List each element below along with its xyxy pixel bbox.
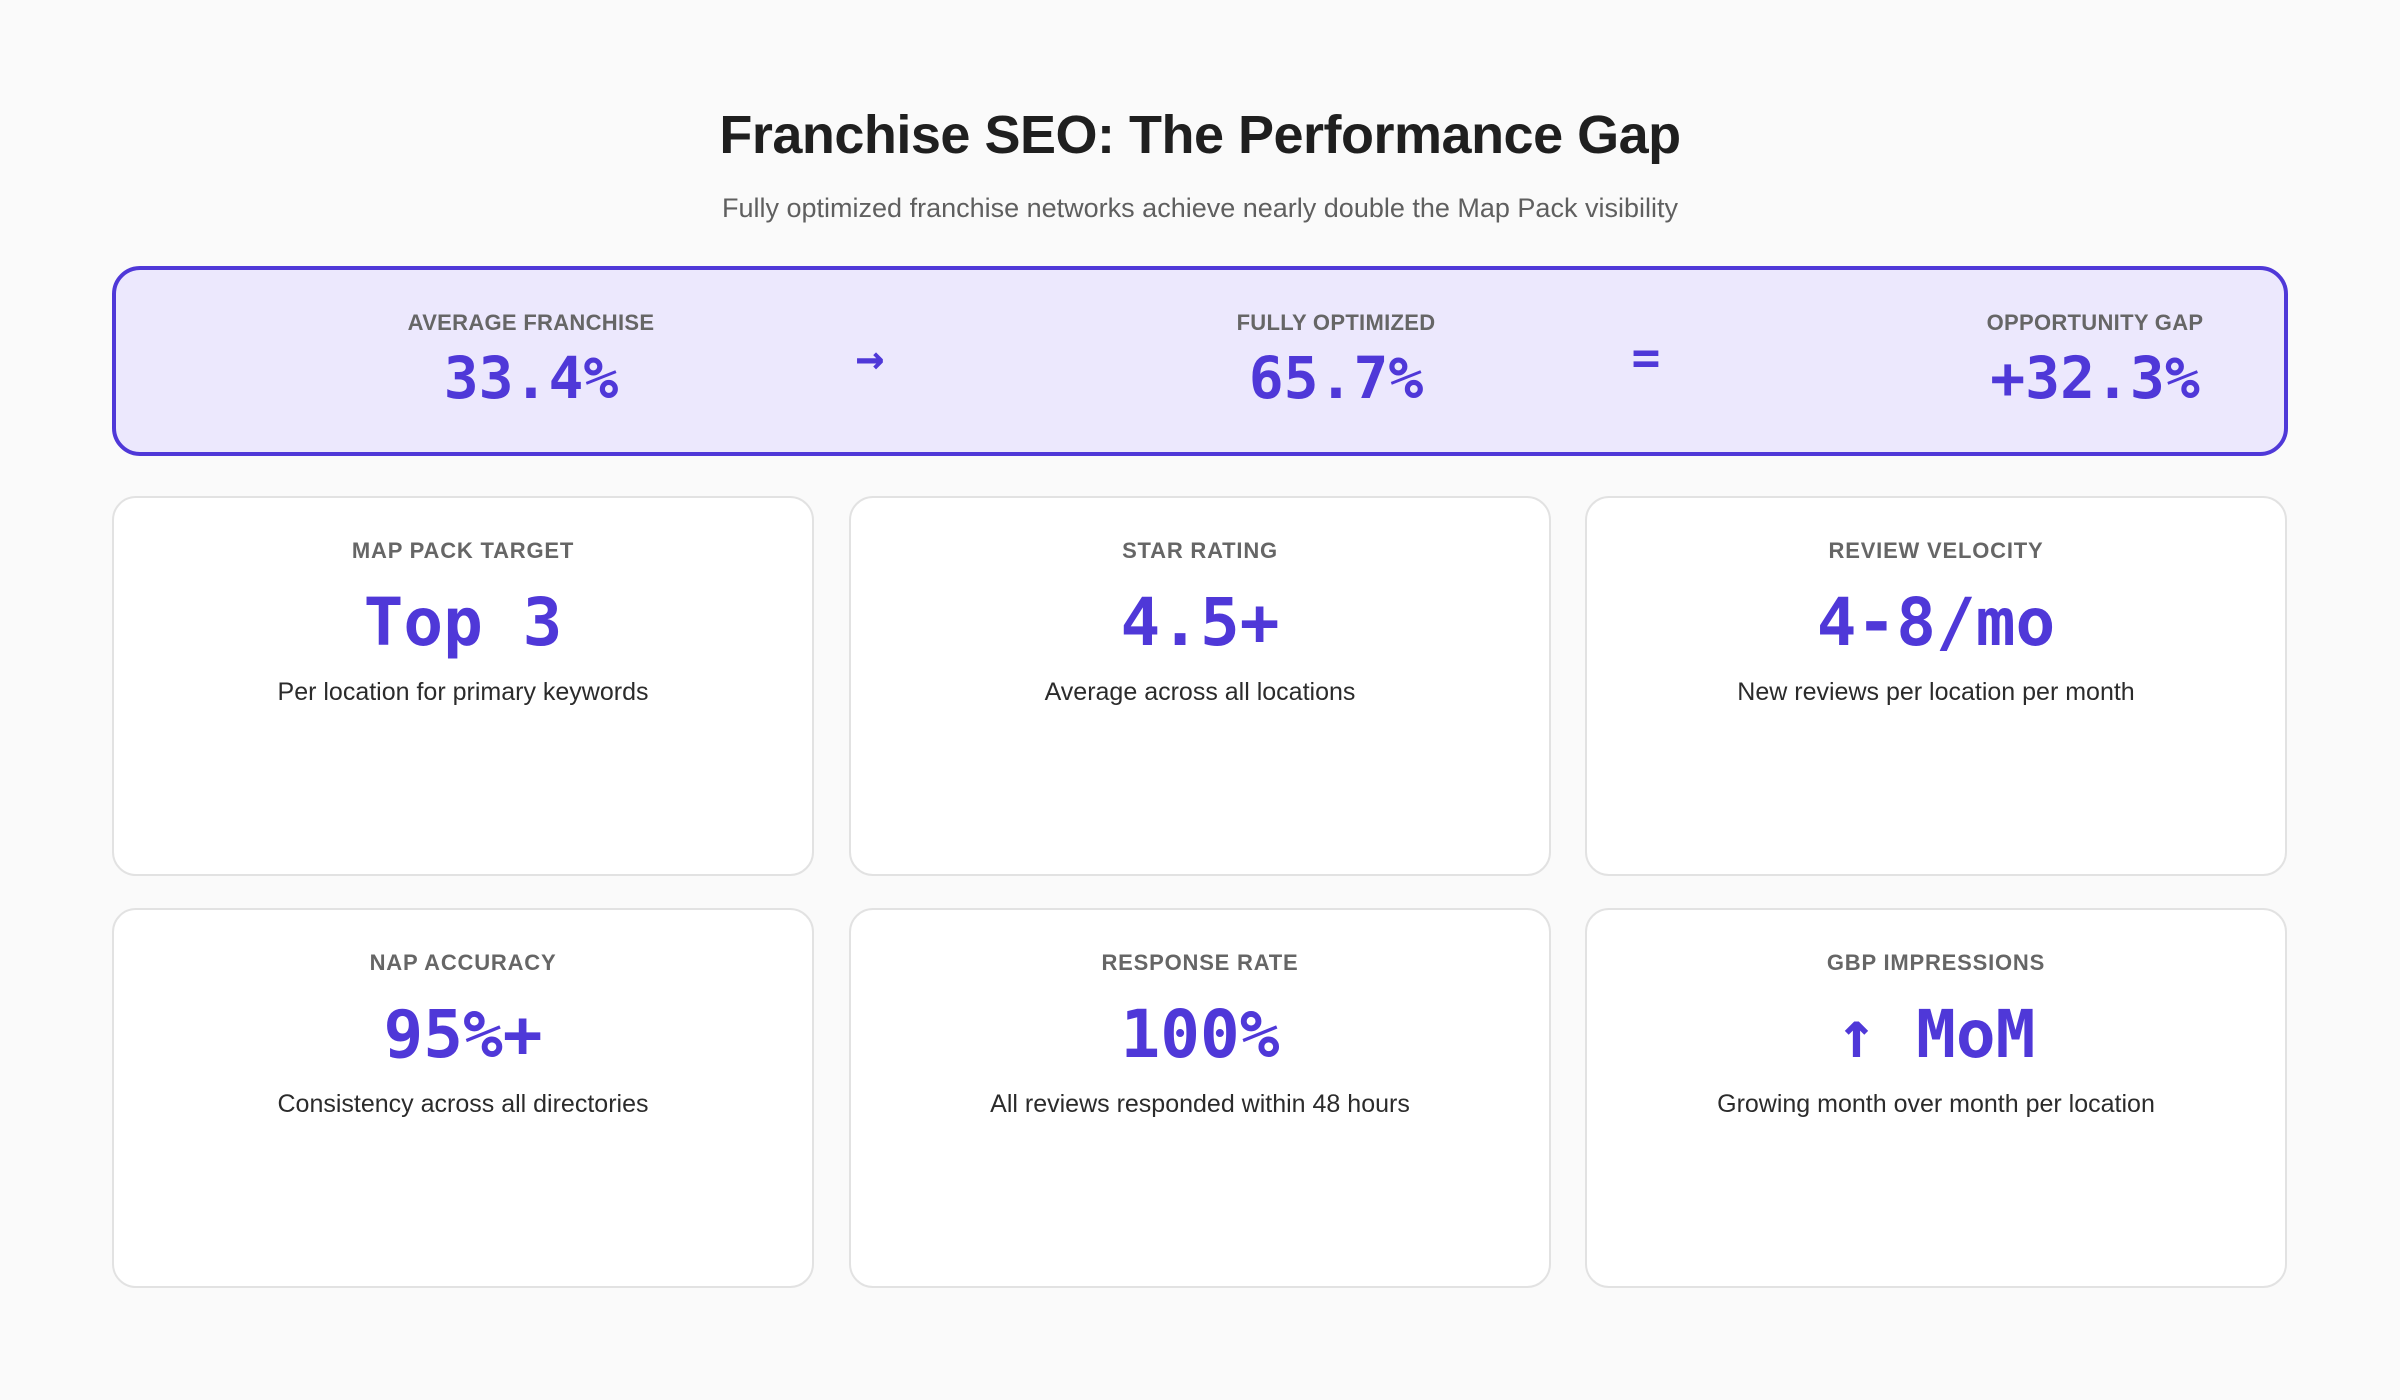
average-franchise-label: AVERAGE FRANCHISE (407, 310, 655, 335)
card-label: REVIEW VELOCITY (1828, 538, 2044, 563)
average-franchise-metric: AVERAGE FRANCHISE 33.4% (216, 270, 846, 452)
metric-card-nap-accuracy: NAP ACCURACY 95%+ Consistency across all… (112, 908, 814, 1288)
card-description: Average across all locations (1044, 678, 1356, 706)
metric-card-gbp-impressions: GBP IMPRESSIONS ↑ MoM Growing month over… (1585, 908, 2287, 1288)
card-label: GBP IMPRESSIONS (1826, 950, 2046, 975)
card-value: 4.5+ (1120, 584, 1280, 661)
equals-icon: = (1631, 330, 1661, 386)
opportunity-gap-metric: OPPORTUNITY GAP +32.3% (1780, 270, 2400, 452)
card-description: Consistency across all directories (277, 1090, 649, 1118)
card-label: STAR RATING (1122, 538, 1278, 563)
average-franchise-value: 33.4% (443, 344, 619, 412)
metric-card-review-velocity: REVIEW VELOCITY 4-8/mo New reviews per l… (1585, 496, 2287, 876)
metric-card-star-rating: STAR RATING 4.5+ Average across all loca… (849, 496, 1551, 876)
card-description: All reviews responded within 48 hours (990, 1090, 1410, 1118)
arrow-right-icon: → (855, 330, 885, 386)
card-value: Top 3 (363, 584, 563, 661)
card-label: RESPONSE RATE (1101, 950, 1299, 975)
opportunity-gap-value: +32.3% (1990, 344, 2200, 412)
opportunity-gap-label: OPPORTUNITY GAP (1986, 310, 2204, 335)
performance-gap-banner: AVERAGE FRANCHISE 33.4% → FULLY OPTIMIZE… (112, 266, 2288, 456)
card-description: New reviews per location per month (1737, 678, 2135, 706)
page-title: Franchise SEO: The Performance Gap (719, 105, 1681, 165)
fully-optimized-value: 65.7% (1248, 344, 1424, 412)
fully-optimized-metric: FULLY OPTIMIZED 65.7% (1021, 270, 1651, 452)
metric-card-response-rate: RESPONSE RATE 100% All reviews responded… (849, 908, 1551, 1288)
card-value: 100% (1120, 996, 1280, 1073)
card-value: 95%+ (383, 996, 543, 1073)
fully-optimized-label: FULLY OPTIMIZED (1236, 310, 1436, 335)
card-description: Growing month over month per location (1717, 1090, 2155, 1118)
card-description: Per location for primary keywords (277, 678, 649, 706)
card-value: ↑ MoM (1836, 996, 2036, 1073)
card-label: NAP ACCURACY (369, 950, 557, 975)
card-label: MAP PACK TARGET (351, 538, 575, 563)
metric-card-map-pack-target: MAP PACK TARGET Top 3 Per location for p… (112, 496, 814, 876)
page-subtitle: Fully optimized franchise networks achie… (722, 193, 1678, 223)
card-value: 4-8/mo (1816, 584, 2056, 661)
